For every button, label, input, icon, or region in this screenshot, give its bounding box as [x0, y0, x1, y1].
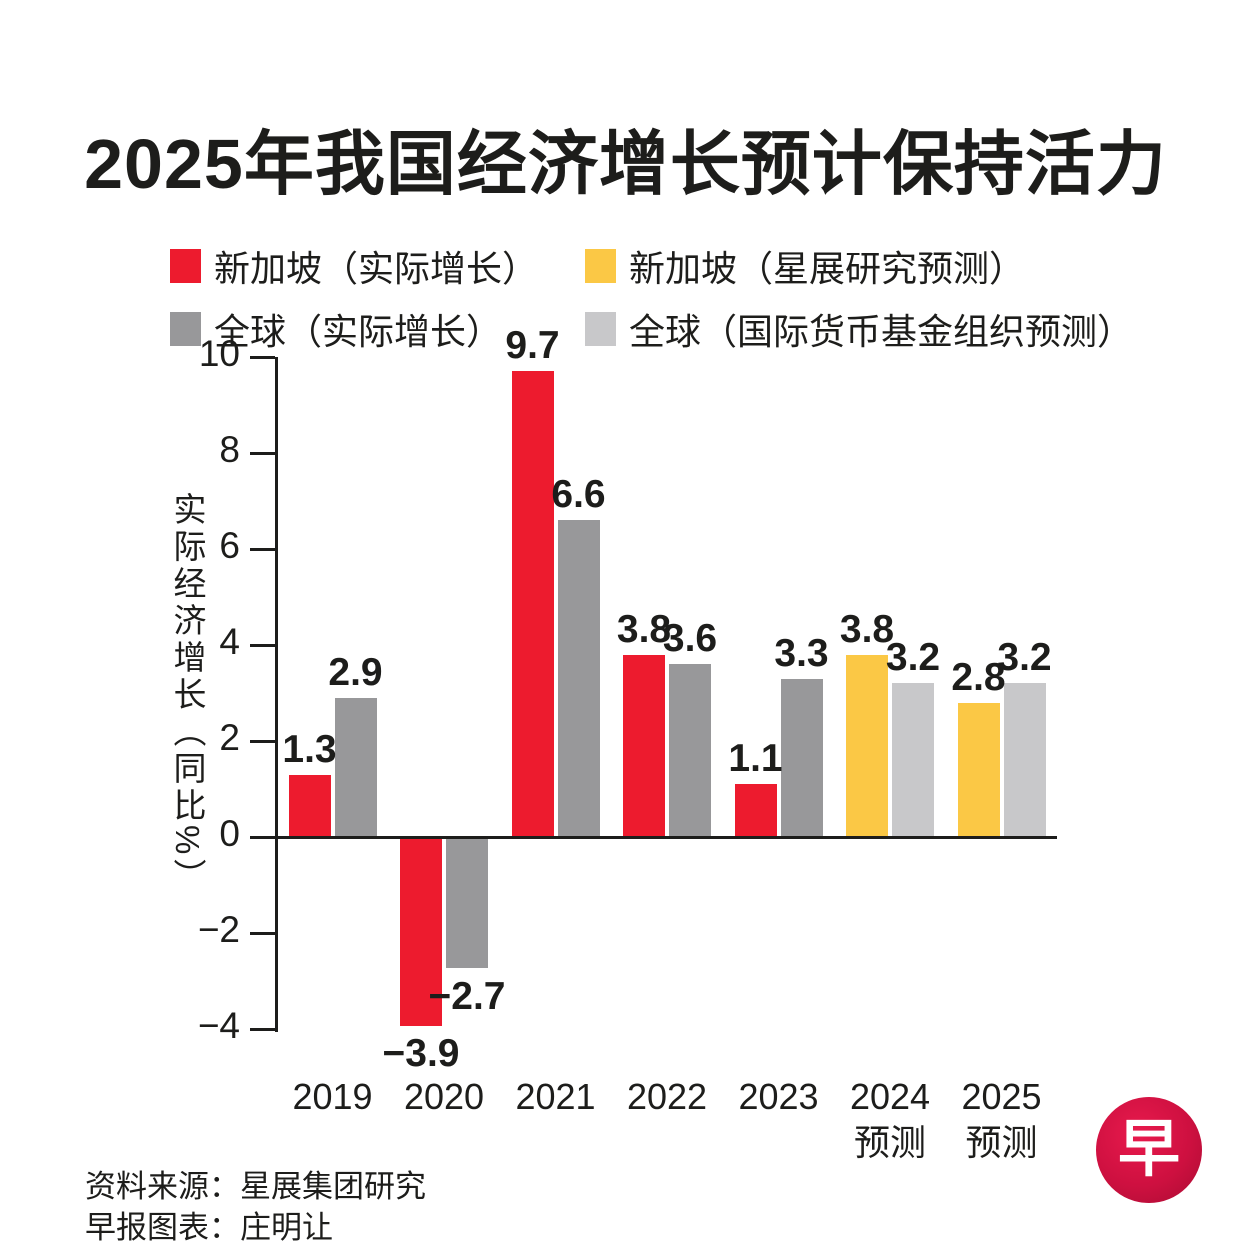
bar-sg_actual-2019: [288, 774, 331, 837]
legend-swatch-darkgray: [170, 312, 201, 346]
x-axis-label: 2021: [515, 1076, 596, 1117]
x-axis-label: 2024: [849, 1076, 931, 1117]
y-axis-tick: [250, 835, 275, 839]
y-axis-tick-label: 6: [219, 525, 240, 566]
y-axis-tick-label: −4: [197, 1005, 240, 1046]
x-axis-sublabel: 预测: [965, 1122, 1038, 1163]
legend-swatch-red: [170, 249, 201, 283]
y-axis-title: 实际经济增长（同比%）: [169, 492, 206, 896]
legend-item-sg-forecast: 新加坡（星展研究预测）: [585, 240, 1133, 292]
y-axis-tick: [250, 931, 275, 935]
y-axis-line: [275, 357, 278, 1032]
x-axis-label: 2022: [626, 1076, 708, 1117]
bar-value-label: 3.2: [997, 636, 1052, 680]
bar-value-label: 2.9: [328, 650, 383, 694]
y-axis-tick: [250, 643, 275, 647]
bar-sg_actual-2021: [511, 371, 554, 837]
legend-label: 新加坡（实际增长）: [214, 248, 539, 289]
bar-global_forecast-2024: [892, 683, 934, 837]
x-axis-label: 2023: [738, 1076, 819, 1117]
x-axis-label: 2025: [961, 1076, 1042, 1117]
credit-line: 早报图表：庄明让: [85, 1210, 333, 1245]
x-axis-sublabel: 预测: [853, 1122, 926, 1163]
y-axis-tick: [250, 355, 275, 359]
y-axis-tick-label: 4: [219, 621, 240, 662]
bar-sg_forecast-2025: [957, 702, 1000, 837]
bar-value-label: −3.9: [382, 1032, 460, 1076]
bar-global_forecast-2025: [1003, 683, 1046, 837]
legend-label: 全球（国际货币基金组织预测）: [629, 311, 1134, 352]
y-axis-tick-label: 10: [198, 333, 240, 374]
y-axis-tick-label: 2: [219, 717, 240, 758]
bar-global_actual-2021: [557, 520, 600, 837]
zaobao-logo-glyph: 早: [1117, 1115, 1180, 1184]
bar-sg_actual-2020: [400, 838, 442, 1026]
bar-value-label: 6.6: [551, 473, 606, 517]
y-axis-tick: [250, 1027, 275, 1031]
legend-swatch-yellow: [585, 249, 616, 283]
legend-item-sg-actual: 新加坡（实际增长）: [170, 240, 585, 292]
bar-value-label: 1.1: [728, 737, 783, 781]
bar-value-label: 3.6: [662, 617, 718, 661]
y-axis-tick: [250, 547, 275, 551]
x-axis-label: 2019: [292, 1076, 373, 1117]
zaobao-logo: 早: [1096, 1097, 1202, 1203]
bar-value-label: 3.8: [839, 607, 895, 651]
bar-global_actual-2022: [669, 664, 711, 837]
bar-global_actual-2023: [780, 678, 823, 837]
zero-baseline: [275, 835, 1057, 839]
x-axis-label: 2020: [403, 1076, 485, 1117]
legend-label: 全球（实际增长）: [214, 311, 503, 352]
y-axis-tick: [250, 739, 275, 743]
bar-sg_actual-2023: [734, 784, 777, 837]
bar-sg_actual-2022: [623, 654, 665, 837]
y-axis-tick-label: 0: [219, 813, 240, 854]
y-axis-tick-label: −2: [197, 909, 240, 950]
y-axis-tick-label: 8: [219, 429, 240, 470]
bar-value-label: 2.8: [951, 655, 1006, 699]
y-axis-tick: [250, 451, 275, 455]
bar-value-label: 1.3: [282, 727, 337, 771]
bar-value-label: 9.7: [505, 324, 560, 368]
source-line: 资料来源：星展集团研究: [85, 1169, 426, 1204]
legend-label: 新加坡（星展研究预测）: [629, 248, 1026, 289]
bar-global_actual-2019: [334, 697, 377, 837]
bar-value-label: 3.8: [616, 607, 672, 651]
chart-title: 2025年我国经济增长预计保持活力: [84, 125, 1167, 203]
legend-swatch-lightgray: [585, 312, 616, 346]
legend-item-global-actual: 全球（实际增长）: [170, 303, 585, 355]
bar-global_actual-2020: [446, 838, 488, 969]
bar-sg_forecast-2024: [846, 654, 888, 837]
legend-item-global-forecast: 全球（国际货币基金组织预测）: [585, 303, 1133, 355]
footer: 资料来源：星展集团研究 早报图表：庄明让: [85, 1166, 426, 1248]
chart-legend: 新加坡（实际增长） 新加坡（星展研究预测） 全球（实际增长） 全球（国际货币基金…: [170, 240, 1133, 355]
bar-value-label: −2.7: [428, 974, 506, 1018]
bar-value-label: 3.3: [774, 631, 829, 675]
bar-value-label: 3.2: [885, 636, 941, 680]
